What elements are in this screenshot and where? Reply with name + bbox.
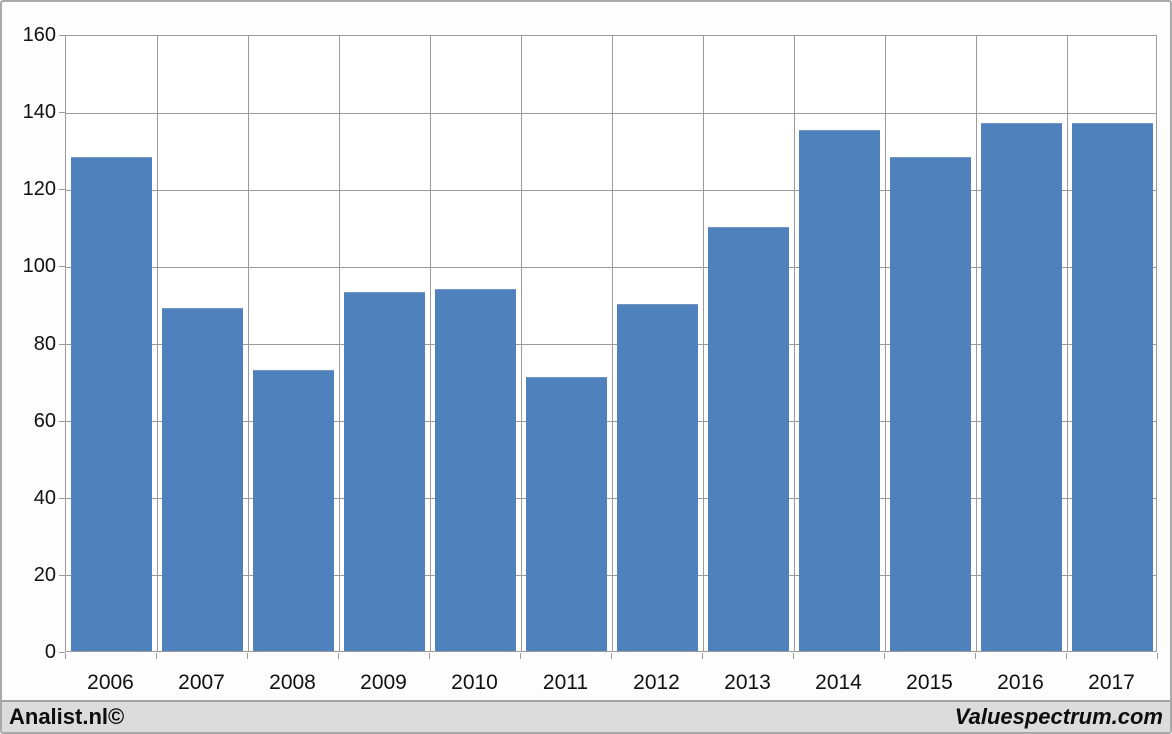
x-axis-tick — [884, 653, 885, 659]
x-axis-tick — [611, 653, 612, 659]
x-axis-tick-label: 2008 — [269, 671, 316, 694]
gridline-vertical — [1066, 36, 1068, 651]
x-axis-tick — [975, 653, 976, 659]
bar-2016 — [981, 122, 1062, 651]
y-axis-tick — [59, 35, 65, 36]
x-axis-tick-label: 2016 — [997, 671, 1044, 694]
y-axis-tick-label: 160 — [22, 24, 56, 46]
valuespectrum-credit: Valuespectrum.com — [954, 704, 1163, 729]
bar-2009 — [344, 292, 425, 651]
analist-credit: Analist.nl© — [9, 704, 125, 729]
gridline-vertical — [975, 36, 977, 651]
y-axis-tick — [59, 189, 65, 191]
y-axis-tick — [59, 497, 65, 499]
x-axis-tick-label: 2007 — [178, 671, 225, 694]
x-axis-tick — [156, 653, 157, 659]
footer-bar: Analist.nl© Valuespectrum.com — [2, 700, 1170, 732]
gridline-vertical — [793, 36, 795, 651]
x-axis-tick — [793, 653, 794, 659]
y-axis-tick-label: 140 — [22, 101, 56, 124]
gridline-vertical — [702, 36, 704, 651]
gridline-horizontal — [66, 498, 1156, 500]
y-axis-tick-label: 80 — [33, 332, 56, 355]
x-axis-tick — [702, 653, 703, 659]
bar-2008 — [253, 369, 334, 651]
gridline-vertical — [247, 36, 249, 651]
y-axis-tick-label: 40 — [33, 486, 56, 509]
y-axis-tick-label: 20 — [33, 563, 56, 586]
y-axis-tick — [59, 652, 65, 653]
x-axis-tick — [338, 653, 339, 659]
x-axis-tick — [1157, 653, 1158, 659]
gridline-horizontal — [66, 575, 1156, 577]
x-axis-tick-label: 2010 — [451, 671, 498, 694]
y-axis-tick — [59, 343, 65, 345]
bar-2011 — [526, 377, 607, 651]
gridline-vertical — [611, 36, 613, 651]
gridline-horizontal — [66, 266, 1156, 268]
x-axis-tick — [247, 653, 248, 659]
bar-2012 — [617, 303, 698, 651]
x-axis-tick-label: 2009 — [360, 671, 407, 694]
y-axis-tick-label: 120 — [22, 178, 56, 201]
gridline-horizontal — [66, 112, 1156, 114]
x-axis-tick — [520, 653, 521, 659]
x-axis-tick-label: 2013 — [724, 671, 771, 694]
x-axis-tick-label: 2012 — [633, 671, 680, 694]
x-axis-tick — [65, 653, 66, 659]
y-axis-tick-label: 0 — [44, 641, 56, 663]
x-axis-tick — [429, 653, 430, 659]
x-axis-tick-label: 2015 — [906, 671, 953, 694]
y-axis-tick — [59, 112, 65, 114]
gridline-horizontal — [66, 344, 1156, 345]
bar-2014 — [799, 130, 880, 651]
bar-2007 — [162, 307, 243, 651]
y-axis-tick — [59, 574, 65, 576]
gridline-horizontal — [66, 421, 1156, 423]
gridline-vertical — [520, 36, 522, 651]
x-axis-tick-label: 2011 — [542, 671, 589, 694]
gridline-vertical — [338, 36, 340, 651]
y-axis-tick — [59, 420, 65, 422]
x-axis-tick-label: 2014 — [815, 671, 862, 694]
bar-2006 — [71, 157, 152, 651]
y-axis-tick — [59, 266, 65, 268]
y-axis-tick-label: 100 — [22, 255, 56, 278]
y-axis-tick-label: 60 — [33, 409, 56, 432]
gridline-vertical — [156, 36, 158, 651]
bar-2010 — [435, 288, 516, 651]
x-axis-tick-label: 2017 — [1088, 671, 1135, 694]
gridline-vertical — [429, 36, 431, 651]
gridline-vertical — [884, 36, 886, 651]
x-axis-tick — [1066, 653, 1067, 659]
gridline-horizontal — [66, 189, 1156, 191]
bar-2013 — [708, 226, 789, 651]
bar-2015 — [890, 157, 971, 651]
x-axis-tick-label: 2006 — [87, 671, 134, 694]
plot-area — [65, 35, 1157, 652]
bar-2017 — [1072, 122, 1153, 651]
